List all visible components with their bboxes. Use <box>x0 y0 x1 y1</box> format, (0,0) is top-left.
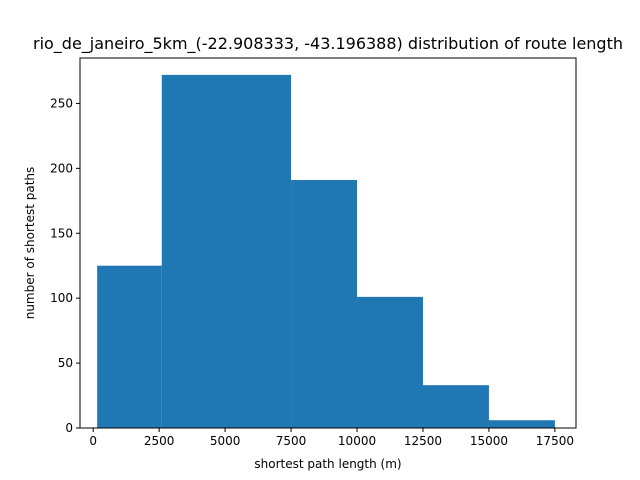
x-axis-label: shortest path length (m) <box>254 457 401 471</box>
y-tick-label: 0 <box>65 421 73 435</box>
bars-group <box>97 74 555 428</box>
x-tick-label: 15000 <box>470 434 508 448</box>
x-tick-label: 12500 <box>404 434 442 448</box>
x-axis: 0 2500 5000 7500 10000 12500 15000 17500 <box>89 428 574 448</box>
y-axis: 0 50 100 150 200 250 <box>50 96 80 435</box>
plot-frame <box>79 57 577 429</box>
y-tick-label: 150 <box>50 226 73 240</box>
x-tick-label: 0 <box>89 434 97 448</box>
x-tick-label: 2500 <box>144 434 175 448</box>
y-tick-label: 50 <box>58 356 73 370</box>
chart-title: rio_de_janeiro_5km_(-22.908333, -43.1963… <box>33 34 623 54</box>
y-tick-label: 250 <box>50 96 73 110</box>
histogram-bar-6 <box>488 420 555 428</box>
histogram-bar-3 <box>291 180 358 428</box>
y-tick-label: 100 <box>50 291 73 305</box>
histogram-bar-5 <box>422 385 489 428</box>
y-tick-label: 200 <box>50 161 73 175</box>
x-tick-label: 5000 <box>210 434 241 448</box>
y-axis-label: number of shortest paths <box>23 167 37 320</box>
x-tick-label: 10000 <box>338 434 376 448</box>
x-tick-label: 17500 <box>536 434 574 448</box>
histogram-bar-2 <box>161 74 292 428</box>
histogram-bar-1 <box>97 265 162 428</box>
histogram-bar-4 <box>357 296 423 428</box>
x-tick-label: 7500 <box>276 434 307 448</box>
